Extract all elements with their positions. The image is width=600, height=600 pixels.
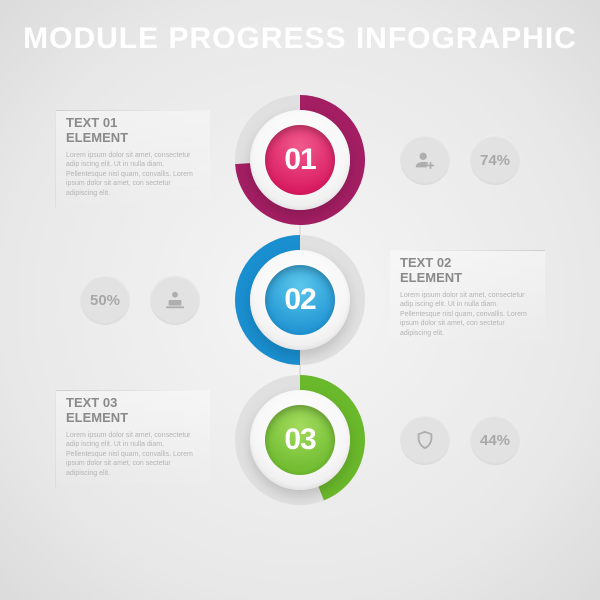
text-card-1: TEXT 01ELEMENT Lorem ipsum dolor sit amet… xyxy=(55,110,210,208)
module-2: 02 xyxy=(235,235,365,365)
module-1: 01 xyxy=(235,95,365,225)
percent-label-1: 74% xyxy=(480,152,510,169)
text-card-3-title: TEXT 03ELEMENT xyxy=(66,396,200,426)
text-card-2-title: TEXT 02ELEMENT xyxy=(400,256,535,286)
module-2-number: 02 xyxy=(284,283,315,317)
module-2-core: 02 xyxy=(265,265,335,335)
module-3-core: 03 xyxy=(265,405,335,475)
percent-chip-3: 44% xyxy=(470,415,520,465)
module-1-core: 01 xyxy=(265,125,335,195)
percent-label-3: 44% xyxy=(480,432,510,449)
text-card-1-body: Lorem ipsum dolor sit amet, consectetur … xyxy=(66,151,200,198)
module-3-number: 03 xyxy=(284,423,315,457)
text-card-2-body: Lorem ipsum dolor sit amet, consectetur … xyxy=(400,291,535,338)
module-3: 03 xyxy=(235,375,365,505)
text-card-3-body: Lorem ipsum dolor sit amet, consectetur … xyxy=(66,431,200,478)
infographic-stage: 01 TEXT 01ELEMENT Lorem ipsum dolor sit am… xyxy=(0,0,600,600)
percent-chip-1: 74% xyxy=(470,135,520,185)
user-laptop-icon xyxy=(150,275,200,325)
user-plus-icon xyxy=(400,135,450,185)
text-card-1-title: TEXT 01ELEMENT xyxy=(66,116,200,146)
percent-chip-2: 50% xyxy=(80,275,130,325)
text-card-3: TEXT 03ELEMENT Lorem ipsum dolor sit amet… xyxy=(55,390,210,488)
text-card-2: TEXT 02ELEMENT Lorem ipsum dolor sit amet… xyxy=(390,250,545,348)
percent-label-2: 50% xyxy=(90,292,120,309)
shield-icon xyxy=(400,415,450,465)
module-1-number: 01 xyxy=(284,143,315,177)
